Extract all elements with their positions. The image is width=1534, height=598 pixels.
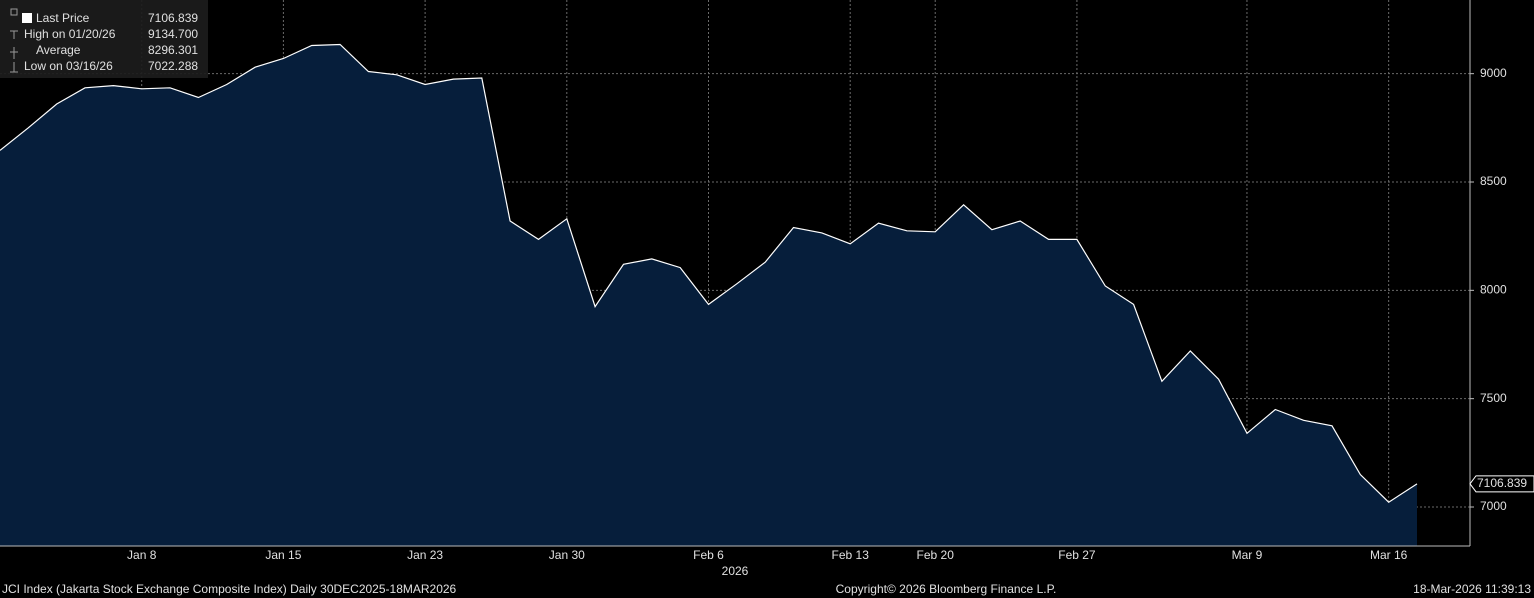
year-label: 2026 — [722, 564, 749, 578]
x-tick-label: Jan 23 — [407, 548, 443, 562]
x-tick-label: Feb 6 — [693, 548, 724, 562]
y-tick-label: 7000 — [1480, 499, 1507, 513]
footer-center: Copyright© 2026 Bloomberg Finance L.P. — [836, 582, 1057, 596]
x-tick-label: Feb 13 — [832, 548, 870, 562]
y-tick-label: 8000 — [1480, 283, 1507, 297]
y-tick-label: 8500 — [1480, 174, 1507, 188]
legend-value: 8296.301 — [148, 43, 198, 57]
collapse-icon — [10, 8, 18, 16]
legend-label: Low on 03/16/26 — [24, 59, 113, 73]
legend-swatch — [22, 13, 32, 23]
legend-label: Last Price — [36, 11, 90, 25]
legend-box — [0, 0, 208, 78]
legend: Last Price 7106.839 High on 01/20/26 913… — [0, 0, 208, 78]
price-line — [0, 43, 1418, 503]
y-tick-label: 7500 — [1480, 391, 1507, 405]
x-tick-label: Jan 30 — [549, 548, 585, 562]
plot-area — [0, 0, 1470, 546]
y-tick-label: 9000 — [1480, 66, 1507, 80]
footer-left: JCI Index (Jakarta Stock Exchange Compos… — [2, 582, 457, 596]
last-price-label: 7106.839 — [1477, 476, 1527, 490]
x-tick-label: Feb 27 — [1058, 548, 1096, 562]
x-tick-label: Feb 20 — [917, 548, 955, 562]
legend-value: 7022.288 — [148, 59, 198, 73]
footer-right: 18-Mar-2026 11:39:13 — [1413, 582, 1531, 596]
legend-value: 9134.700 — [148, 27, 198, 41]
x-tick-label: Jan 15 — [265, 548, 301, 562]
area — [0, 44, 1417, 546]
legend-label: Average — [36, 43, 81, 57]
x-tick-label: Mar 9 — [1232, 548, 1263, 562]
legend-value: 7106.839 — [148, 11, 198, 25]
x-tick-label: Jan 8 — [127, 548, 157, 562]
x-tick-label: Mar 16 — [1370, 548, 1408, 562]
legend-glyphs — [10, 30, 18, 73]
last-price-tag — [1469, 475, 1534, 493]
legend-label: High on 01/20/26 — [24, 27, 116, 41]
